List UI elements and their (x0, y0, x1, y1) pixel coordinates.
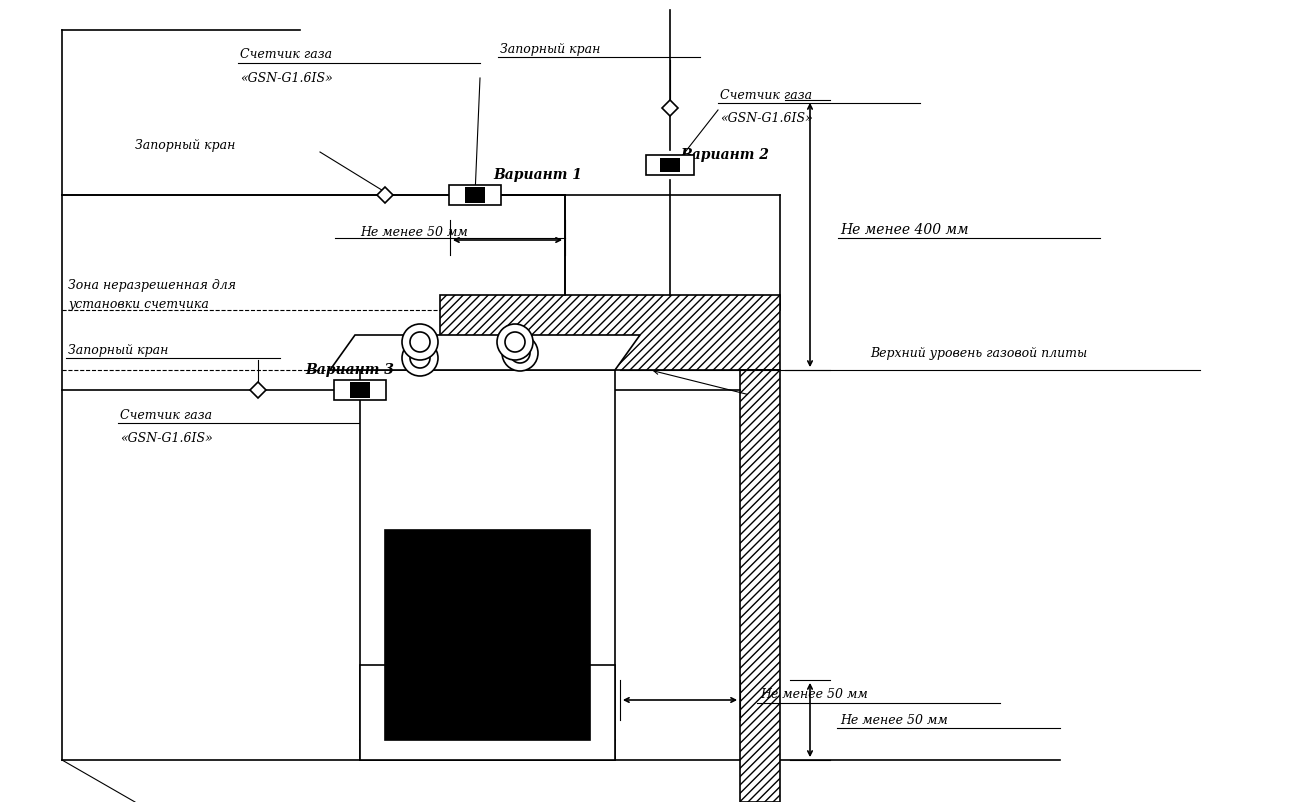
Text: Не менее 50 мм: Не менее 50 мм (760, 688, 868, 702)
Text: «GSN-G1.6IS»: «GSN-G1.6IS» (720, 111, 813, 124)
Text: Вариант 1: Вариант 1 (494, 168, 581, 182)
Bar (385, 530, 590, 740)
Text: Запорный кран: Запорный кран (134, 139, 235, 152)
Circle shape (402, 340, 438, 376)
Text: Счетчик газа: Счетчик газа (120, 408, 212, 422)
Text: Не менее 50 мм: Не менее 50 мм (360, 225, 468, 238)
Circle shape (505, 332, 525, 352)
Bar (450, 184, 501, 205)
Bar (740, 370, 780, 802)
Bar (335, 379, 386, 400)
Text: Не менее 400 мм: Не менее 400 мм (840, 223, 969, 237)
Circle shape (410, 332, 430, 352)
Text: Не менее 50 мм: Не менее 50 мм (840, 714, 948, 727)
Text: Запорный кран: Запорный кран (500, 43, 601, 56)
Circle shape (393, 708, 407, 722)
Polygon shape (662, 100, 678, 116)
Text: Запорный кран: Запорный кран (68, 343, 168, 357)
Text: Счетчик газа: Счетчик газа (240, 48, 332, 62)
Polygon shape (377, 187, 393, 203)
Text: Счетчик газа: Счетчик газа (720, 88, 813, 102)
Circle shape (410, 348, 430, 368)
Circle shape (510, 343, 530, 363)
Bar (360, 665, 615, 760)
Text: Верхний уровень газовой плиты: Верхний уровень газовой плиты (870, 347, 1087, 360)
Bar (441, 295, 780, 370)
Circle shape (497, 324, 534, 360)
Text: Вариант 2: Вариант 2 (680, 148, 769, 162)
Text: «GSN-G1.6IS»: «GSN-G1.6IS» (120, 431, 213, 444)
Bar (360, 370, 615, 760)
Bar (350, 383, 371, 398)
Text: Вариант 3: Вариант 3 (305, 363, 394, 377)
Polygon shape (329, 335, 640, 370)
Bar (465, 187, 486, 203)
Text: «GSN-G1.6IS»: «GSN-G1.6IS» (240, 71, 333, 84)
Circle shape (402, 324, 438, 360)
Bar (646, 156, 694, 175)
Circle shape (534, 708, 547, 722)
Text: Зона неразрешенная для
установки счетчика: Зона неразрешенная для установки счетчик… (68, 280, 236, 310)
Bar (660, 158, 680, 172)
Polygon shape (249, 382, 266, 398)
Circle shape (503, 335, 537, 371)
Circle shape (433, 708, 447, 722)
Circle shape (483, 708, 497, 722)
